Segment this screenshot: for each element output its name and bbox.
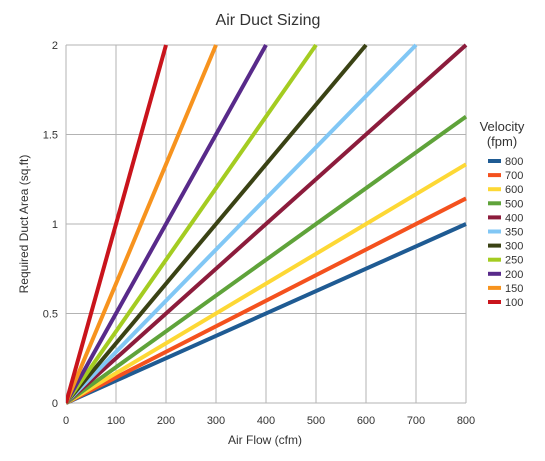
series-line-800 (66, 222, 467, 405)
x-tick-label: 800 (457, 415, 475, 427)
legend-title-line-1: Velocity (480, 119, 525, 134)
x-tick-label: 200 (157, 415, 175, 427)
x-tick-label: 0 (63, 415, 69, 427)
legend-swatch-100 (488, 300, 501, 304)
x-tick-label: 500 (307, 415, 325, 427)
x-tick-label: 100 (107, 415, 125, 427)
series-line-350 (66, 43, 418, 405)
x-tick-label: 700 (407, 415, 425, 427)
legend-label-350: 350 (505, 227, 523, 239)
legend: Velocity (fpm) 800 700 600 500 400 350 300 250 2… (480, 119, 525, 309)
x-tick-label: 600 (357, 415, 375, 427)
y-tick-label: 2 (52, 40, 58, 52)
legend-label-300: 300 (505, 241, 523, 253)
chart-title: Air Duct Sizing (216, 12, 321, 29)
legend-swatch-800 (488, 159, 501, 163)
legend-swatch-400 (488, 215, 501, 220)
legend-label-400: 400 (505, 212, 523, 224)
legend-swatch-150 (488, 285, 501, 290)
legend-label-150: 150 (505, 283, 523, 295)
legend-items: 800 700 600 500 400 350 300 250 200 150 100 (488, 156, 523, 309)
series-line-100 (66, 44, 168, 404)
series-line-200 (66, 44, 268, 404)
y-tick-label: 0 (52, 398, 58, 410)
series-lines (66, 43, 468, 405)
legend-swatch-250 (488, 257, 501, 262)
x-tick-label: 300 (207, 415, 225, 427)
legend-swatch-500 (488, 201, 501, 206)
series-line-250 (66, 43, 318, 405)
series-line-600 (66, 162, 468, 405)
legend-swatch-200 (488, 271, 501, 276)
legend-swatch-600 (488, 187, 501, 192)
series-line-700 (66, 196, 467, 405)
y-axis-title: Required Duct Area (sq.ft) (17, 155, 31, 294)
y-tick-label: 1.5 (43, 130, 58, 142)
legend-label-700: 700 (505, 170, 523, 182)
x-tick-label: 400 (257, 415, 275, 427)
legend-title-line-2: (fpm) (487, 134, 517, 149)
series-line-150 (66, 44, 218, 404)
series-line-500 (66, 114, 468, 405)
y-tick-label: 1 (52, 219, 58, 231)
legend-swatch-350 (488, 229, 501, 234)
legend-label-100: 100 (505, 297, 523, 309)
legend-label-200: 200 (505, 269, 523, 281)
series-line-400 (66, 43, 468, 405)
x-axis-title: Air Flow (cfm) (228, 433, 302, 447)
series-line-300 (66, 43, 368, 405)
axes: 0 100 200 300 400 500 600 700 800 0 0.5 1 1.5 2 (43, 40, 475, 427)
legend-label-500: 500 (505, 198, 523, 210)
legend-label-800: 800 (505, 156, 523, 168)
legend-label-250: 250 (505, 255, 523, 267)
legend-swatch-700 (488, 173, 501, 178)
legend-swatch-300 (488, 243, 501, 248)
y-tick-label: 0.5 (43, 309, 58, 321)
legend-label-600: 600 (505, 184, 523, 196)
